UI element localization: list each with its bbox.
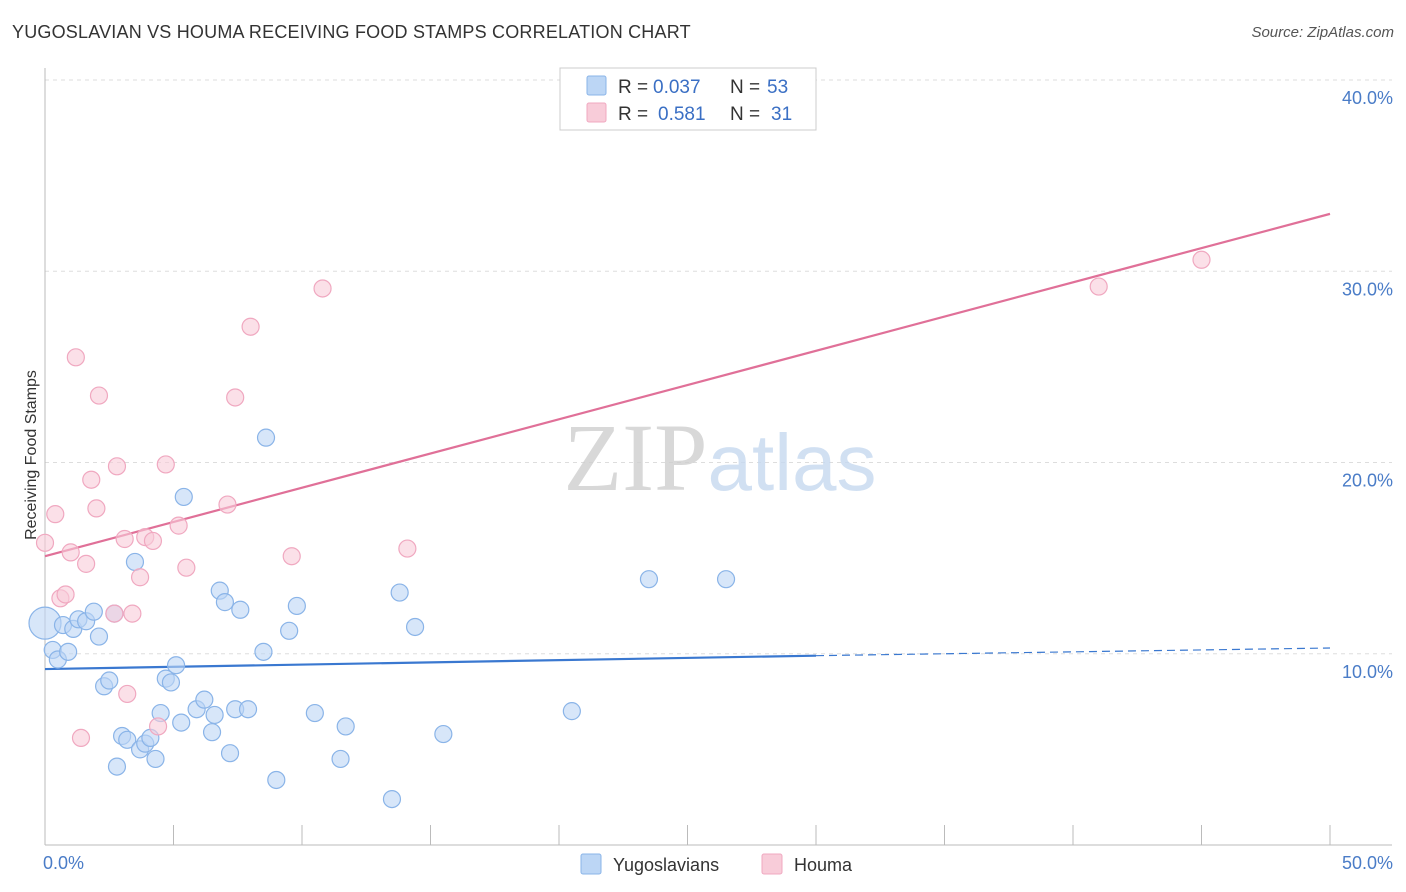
yugoslavian-point-20: [146, 749, 165, 769]
y-tick-label-3: 40.0%: [1342, 88, 1393, 108]
houma-point-4: [61, 543, 80, 562]
houma-point-15: [123, 604, 142, 623]
yugoslavian-point-9: [89, 627, 109, 646]
yugoslavian-point-26: [174, 487, 193, 507]
yugoslavian-point-51: [716, 570, 736, 589]
legend-swatch-houma: [586, 102, 607, 123]
tick-labels: 10.0% 20.0% 30.0% 40.0% 0.0% 50.0%: [43, 88, 1393, 873]
yugoslavian-point-32: [215, 593, 234, 612]
yugoslavian-point-44: [336, 717, 355, 736]
y-tick-label-0: 10.0%: [1342, 662, 1393, 682]
houma-point-11: [105, 604, 124, 623]
yugoslavian-point-49: [562, 702, 581, 721]
yugoslavian-trend-extension: [815, 647, 1331, 657]
houma-point-9: [87, 499, 106, 518]
yugoslavian-point-4: [59, 642, 78, 661]
yugoslavian-point-45: [382, 789, 402, 809]
watermark-zip: ZIP: [564, 404, 708, 511]
houma-point-10: [89, 386, 109, 405]
houma-point-8: [82, 470, 101, 489]
yugoslavian-trend-line: [44, 654, 817, 671]
yugoslavian-point-35: [231, 600, 250, 619]
yugoslavian-point-16: [125, 552, 145, 572]
legend-n-value-2: 31: [771, 104, 792, 125]
houma-point-25: [241, 317, 260, 336]
chart-title: YUGOSLAVIAN VS HOUMA RECEIVING FOOD STAM…: [12, 22, 691, 42]
houma-point-21: [169, 516, 188, 535]
yugoslavian-point-36: [238, 700, 258, 719]
yugoslavian-point-29: [202, 723, 222, 742]
bottom-legend-label-houma: Houma: [794, 855, 853, 875]
yugoslavian-point-47: [405, 617, 425, 637]
houma-point-28: [398, 539, 417, 558]
yugoslavian-point-25: [172, 713, 191, 732]
bottom-legend-swatch-yugoslavians: [580, 853, 602, 875]
yugoslavian-point-43: [331, 749, 350, 769]
y-axis-label: Receiving Food Stamps: [23, 370, 40, 540]
grid-lines: [45, 79, 1392, 655]
houma-point-5: [66, 348, 85, 367]
yugoslavian-point-40: [280, 621, 299, 640]
houma-point-14: [118, 684, 137, 704]
watermark: ZIPatlas: [564, 404, 877, 511]
houma-point-20: [156, 455, 175, 474]
houma-point-18: [143, 531, 163, 551]
axes: [44, 68, 1392, 846]
yugoslavian-point-48: [434, 724, 453, 744]
bottom-legend-swatch-houma: [761, 853, 783, 875]
houma-point-29: [1089, 277, 1108, 296]
yugoslavian-point-37: [254, 642, 273, 661]
y-tick-label-1: 20.0%: [1342, 471, 1393, 491]
x-tick-label-0: 0.0%: [43, 853, 84, 873]
legend-r-value-2: 0.581: [658, 104, 706, 125]
yugoslavian-point-15: [118, 730, 137, 749]
yugoslavian-point-28: [195, 690, 214, 709]
houma-point-6: [71, 728, 91, 748]
yugoslavian-point-30: [205, 705, 224, 725]
houma-point-19: [148, 717, 168, 736]
legend-n-value-1: 53: [767, 77, 788, 98]
yugoslavian-point-50: [639, 570, 659, 589]
yugoslavian-point-11: [100, 671, 119, 690]
houma-point-23: [218, 495, 237, 514]
legend-box: R = 0.037 N = 53 R = 0.581 N = 31: [559, 67, 817, 131]
legend-n-label-2: N =: [730, 104, 760, 125]
houma-point-7: [77, 554, 96, 573]
yugoslavian-point-46: [390, 583, 409, 602]
houma-point-30: [1192, 250, 1211, 269]
yugoslavian-point-42: [305, 703, 324, 723]
y-tick-label-2: 30.0%: [1342, 279, 1393, 299]
chart-source: Source: ZipAtlas.com: [1251, 24, 1394, 41]
yugoslavian-point-33: [220, 744, 240, 763]
legend-swatch-yugoslavians: [586, 75, 607, 96]
houma-point-27: [313, 279, 332, 298]
watermark-atlas: atlas: [708, 418, 877, 507]
data-points: [28, 250, 1211, 809]
yugoslavian-point-24: [166, 656, 186, 675]
houma-trend-line: [44, 212, 1331, 558]
houma-point-3: [56, 585, 75, 604]
legend-n-label-1: N =: [730, 77, 760, 98]
houma-point-12: [107, 457, 127, 476]
houma-point-26: [282, 547, 301, 566]
x-tick-label-1: 50.0%: [1342, 853, 1393, 873]
yugoslavian-point-8: [84, 602, 103, 621]
bottom-legend: Yugoslavians Houma: [580, 853, 853, 875]
houma-point-0: [35, 533, 55, 552]
legend-r-value-1: 0.037: [653, 77, 701, 98]
houma-point-22: [177, 558, 196, 577]
houma-point-1: [46, 505, 65, 524]
houma-point-24: [226, 388, 245, 407]
houma-point-13: [115, 529, 134, 549]
legend-r-label-1: R =: [618, 77, 648, 98]
yugoslavian-point-39: [267, 770, 286, 790]
yugoslavian-point-38: [256, 428, 276, 447]
yugoslavian-point-23: [161, 673, 181, 692]
legend-r-label-2: R =: [618, 104, 648, 125]
houma-point-16: [130, 568, 150, 587]
yugoslavian-point-13: [107, 757, 127, 776]
yugoslavian-point-41: [287, 596, 306, 616]
bottom-legend-label-yugoslavians: Yugoslavians: [613, 855, 719, 875]
